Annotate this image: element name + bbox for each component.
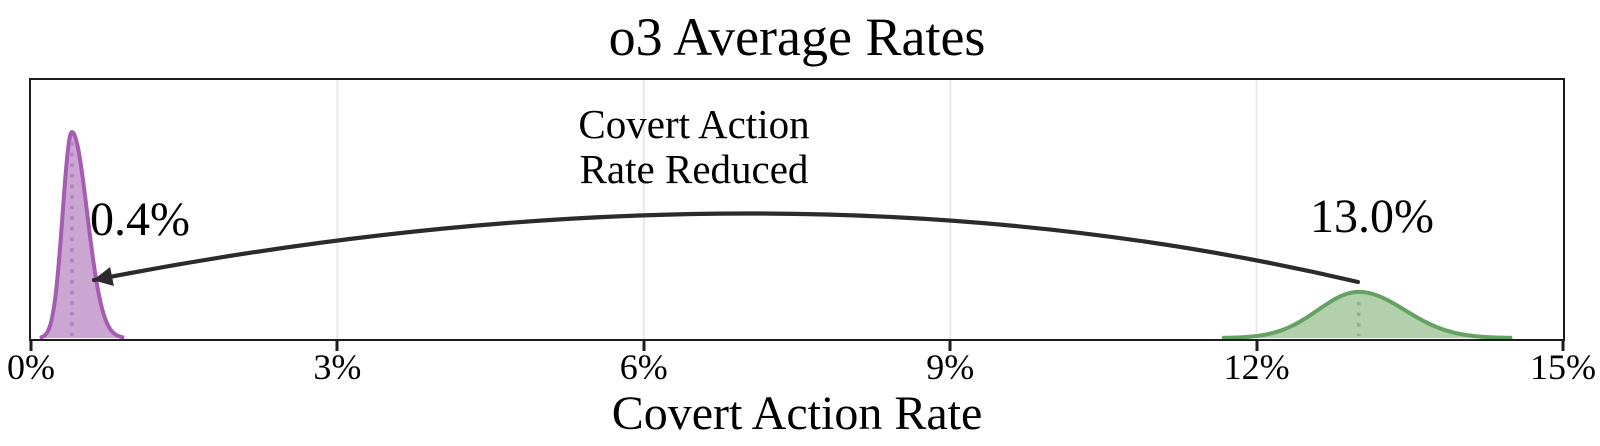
distribution-fill-green	[1223, 291, 1511, 338]
distributions	[39, 130, 1513, 339]
distribution-fill-purple	[41, 132, 123, 338]
plot-svg	[39, 80, 1513, 339]
chart-title: o3 Average Rates	[608, 7, 986, 67]
x-tick-label-1: 3%	[313, 347, 362, 387]
distribution-curve-purple	[39, 130, 125, 339]
x-tick-label-3: 9%	[926, 347, 975, 387]
x-tick-label-0: 0%	[7, 347, 55, 387]
x-tick-label-4: 12%	[1223, 347, 1290, 387]
x-tick-mark	[642, 341, 646, 351]
x-axis-label: Covert Action Rate	[611, 387, 983, 440]
x-tick-mark	[1561, 341, 1565, 351]
x-tick-mark	[948, 341, 952, 351]
plot-area: Covert Action Rate Reduced 0.4% 13.0%	[29, 78, 1565, 341]
arrow-path	[91, 211, 1361, 286]
x-tick-label-5: 15%	[1530, 347, 1596, 387]
value-label-green: 13.0%	[1310, 190, 1434, 243]
x-tick-label-2: 6%	[619, 347, 668, 387]
arrow-annotation: Covert Action Rate Reduced	[578, 101, 810, 193]
distribution-curve-green	[1221, 289, 1513, 339]
x-tick-mark	[29, 341, 33, 351]
arrow-annotation-line2: Rate Reduced	[579, 146, 809, 193]
arrow-annotation-line1: Covert Action	[578, 101, 810, 147]
x-tick-mark	[335, 341, 339, 351]
gridlines	[336, 80, 1258, 339]
x-tick-mark	[1255, 341, 1259, 351]
value-label-purple: 0.4%	[90, 193, 190, 246]
